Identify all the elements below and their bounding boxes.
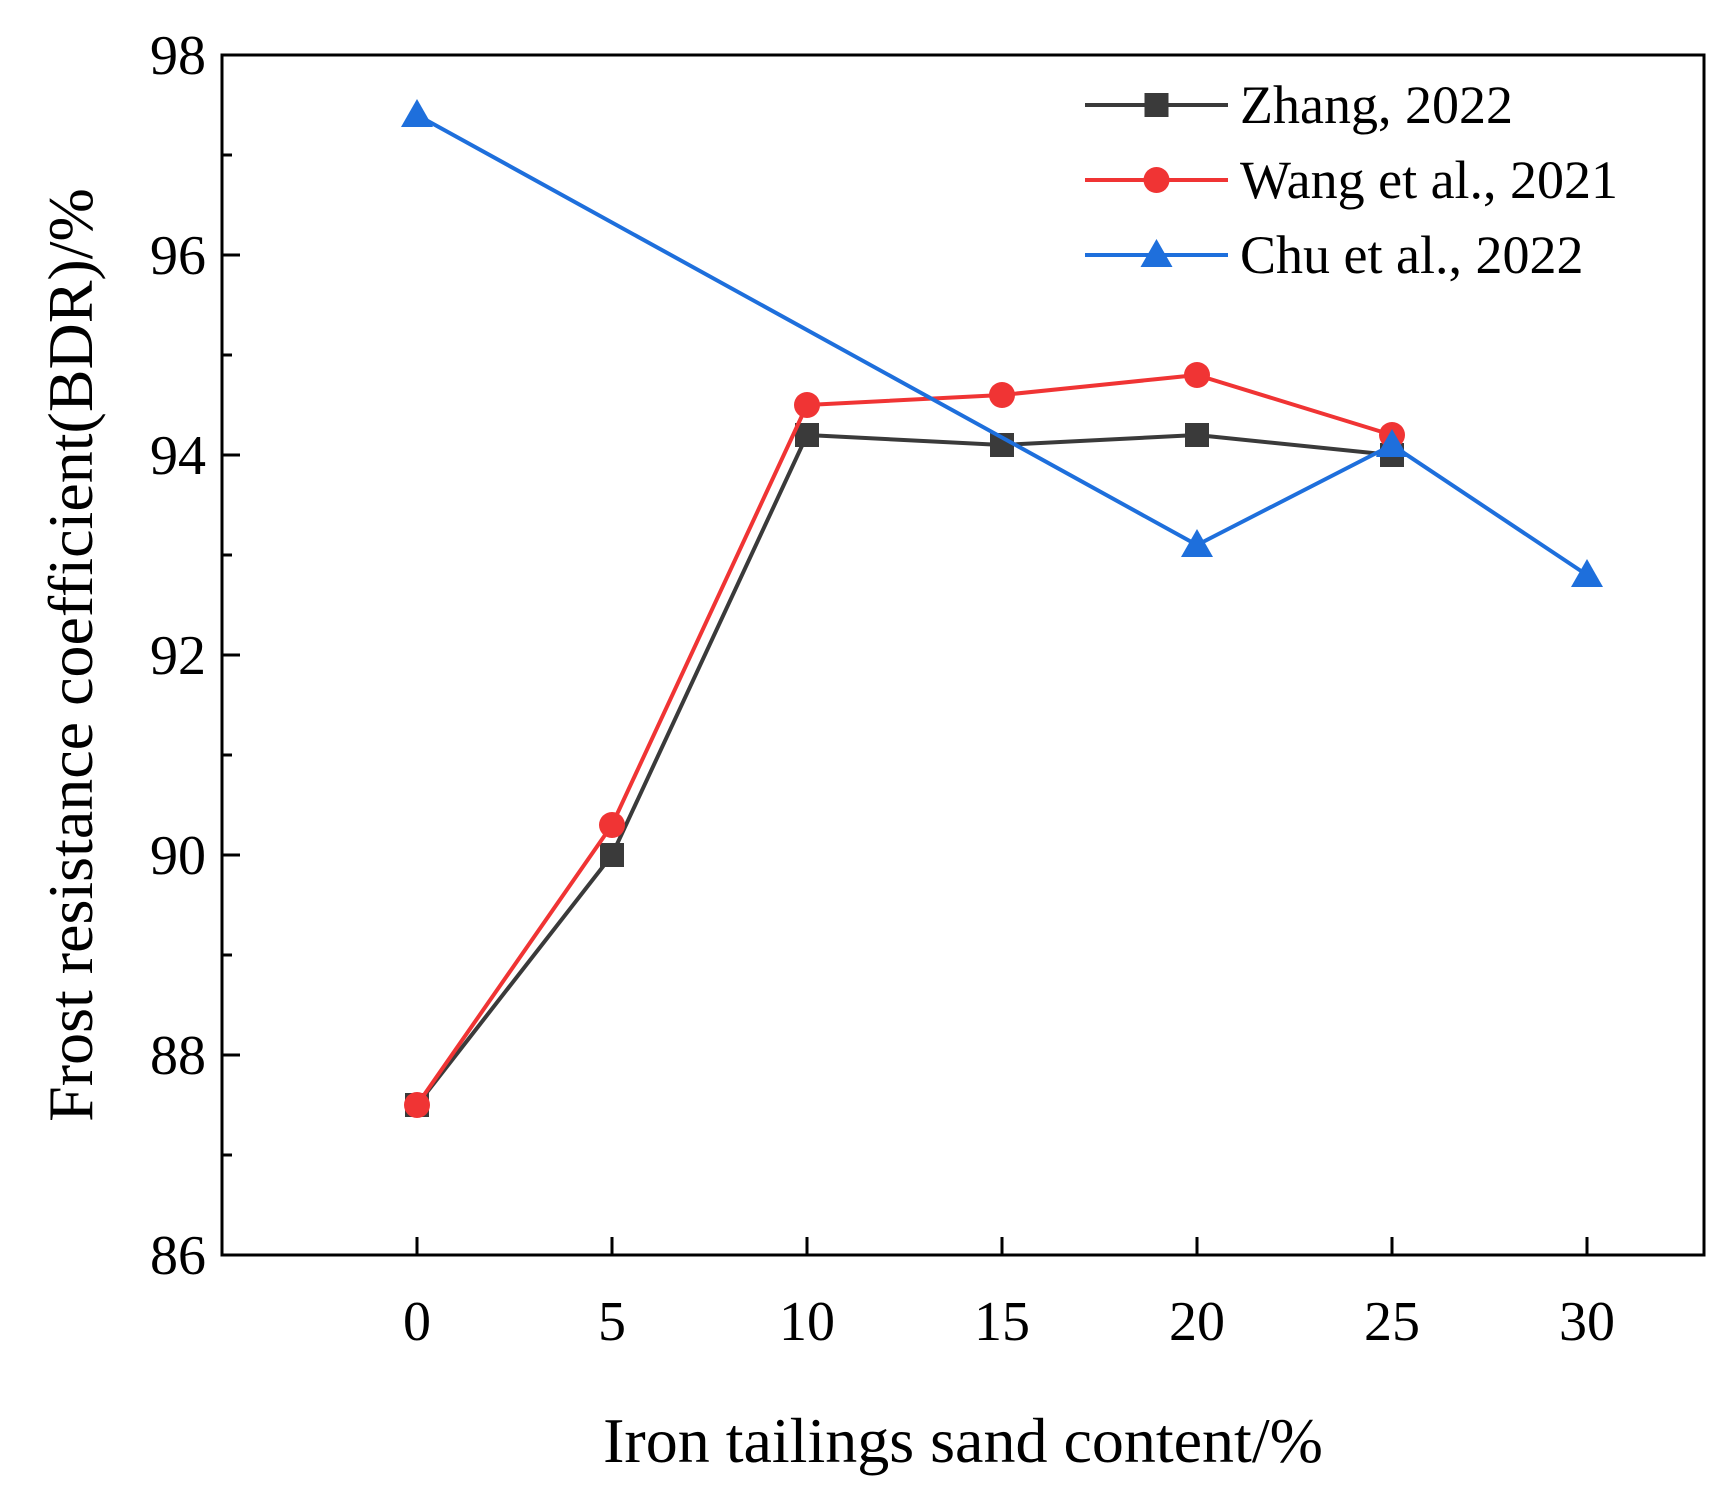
x-tick-label: 20 xyxy=(1169,1291,1225,1353)
x-tick-label: 25 xyxy=(1364,1291,1420,1353)
x-tick-label: 30 xyxy=(1559,1291,1615,1353)
series-line xyxy=(415,373,1393,1107)
y-tick-label: 98 xyxy=(150,25,206,87)
data-point-triangle xyxy=(1571,559,1603,587)
data-point-circle xyxy=(599,812,625,838)
data-point-circle xyxy=(1184,362,1210,388)
series-line xyxy=(415,433,1393,1107)
data-point-triangle xyxy=(1181,529,1213,557)
x-tick-label: 5 xyxy=(598,1291,626,1353)
legend-item: Zhang, 2022 xyxy=(1085,75,1513,135)
legend-label: Chu et al., 2022 xyxy=(1240,225,1583,285)
y-tick-label: 88 xyxy=(150,1025,206,1087)
y-tick-label: 96 xyxy=(150,225,206,287)
axis-ticks xyxy=(222,53,1589,1257)
legend-marker xyxy=(1144,93,1169,117)
legend-marker xyxy=(1143,167,1170,193)
legend-marker xyxy=(1140,239,1173,267)
data-point-circle xyxy=(989,382,1015,408)
x-tick-label: 15 xyxy=(974,1291,1030,1353)
legend-item: Wang et al., 2021 xyxy=(1085,150,1618,210)
series-line xyxy=(416,113,1589,577)
series-1 xyxy=(405,423,1404,1117)
y-tick-label: 94 xyxy=(150,425,206,487)
data-point-triangle xyxy=(401,99,433,127)
legend-label: Wang et al., 2021 xyxy=(1240,150,1618,210)
legend-label: Zhang, 2022 xyxy=(1240,75,1513,135)
data-point-circle xyxy=(794,392,820,418)
series-2 xyxy=(404,362,1405,1118)
x-axis-title: Iron tailings sand content/% xyxy=(603,1405,1323,1476)
y-axis-title: Frost resistance coefficient(BDR)/% xyxy=(35,188,106,1122)
y-tick-labels: 86 88 90 92 94 96 98 xyxy=(150,25,206,1287)
legend-item: Chu et al., 2022 xyxy=(1085,225,1583,285)
data-point-circle xyxy=(404,1092,430,1118)
x-tick-labels: 0 5 10 15 20 25 30 xyxy=(403,1291,1615,1353)
y-tick-label: 92 xyxy=(150,625,206,687)
y-tick-label: 86 xyxy=(150,1225,206,1287)
data-point-square xyxy=(795,423,819,447)
series-3 xyxy=(401,99,1603,587)
x-tick-label: 10 xyxy=(779,1291,835,1353)
y-tick-label: 90 xyxy=(150,825,206,887)
data-point-square xyxy=(600,843,624,867)
series-layer xyxy=(401,99,1603,1118)
data-point-square xyxy=(1185,423,1209,447)
data-point-triangle xyxy=(1376,429,1408,457)
legend: Zhang, 2022 Wang et al., 2021 Chu et al., … xyxy=(1085,75,1618,285)
x-tick-label: 0 xyxy=(403,1291,431,1353)
